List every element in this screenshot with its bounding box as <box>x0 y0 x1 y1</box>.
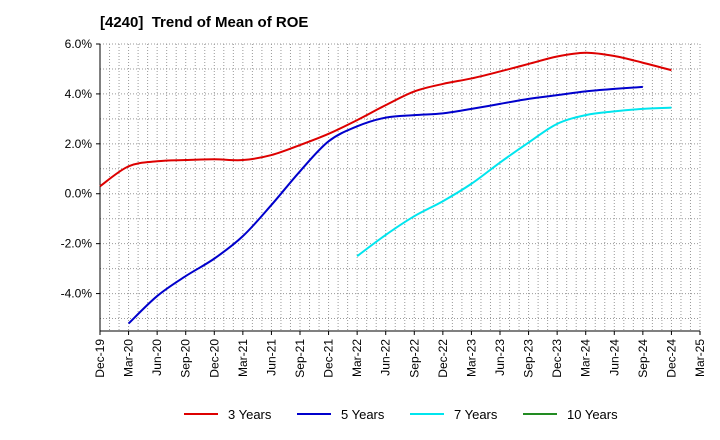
y-tick-label: 4.0% <box>65 87 93 101</box>
x-tick-label: Dec-23 <box>550 339 564 378</box>
x-tick-label: Dec-20 <box>207 339 221 378</box>
x-tick-label: Mar-22 <box>350 339 364 377</box>
x-tick-label: Dec-24 <box>664 339 678 378</box>
series-line-7-years <box>356 106 672 257</box>
x-tick-label: Jun-24 <box>607 339 621 376</box>
legend-label-10-years: 10 Years <box>567 406 618 422</box>
x-tick-label: Sep-24 <box>636 339 650 378</box>
x-tick-label: Dec-19 <box>93 339 107 378</box>
x-tick-label: Sep-23 <box>522 339 536 378</box>
legend-item-5-years: 5 Years <box>297 404 384 424</box>
x-tick-label: Dec-21 <box>322 339 336 378</box>
legend-swatch-3-years <box>184 413 218 415</box>
y-tick-label: 2.0% <box>65 137 93 151</box>
legend-swatch-7-years <box>410 413 444 415</box>
legend-item-3-years: 3 Years <box>184 404 271 424</box>
legend-swatch-5-years <box>297 413 331 415</box>
x-tick-label: Mar-24 <box>579 339 593 377</box>
legend-label-3-years: 3 Years <box>228 406 272 422</box>
chart-legend: 3 Years 5 Years 7 Years 10 Years <box>0 404 720 424</box>
y-tick-label: 6.0% <box>65 37 93 51</box>
x-tick-label: Sep-21 <box>293 339 307 378</box>
x-tick-label: Mar-21 <box>236 339 250 377</box>
chart-title: [4240] Trend of Mean of ROE <box>100 14 309 31</box>
x-tick-label: Sep-20 <box>179 339 193 378</box>
x-tick-label: Mar-23 <box>464 339 478 377</box>
legend-label-7-years: 7 Years <box>454 406 498 422</box>
plot-area <box>100 44 700 331</box>
x-tick-label: Jun-23 <box>493 339 507 376</box>
y-tick-label: 0.0% <box>65 187 93 201</box>
x-tick-label: Sep-22 <box>407 339 421 378</box>
series-line-3-years <box>99 51 672 188</box>
x-tick-label: Jun-22 <box>379 339 393 376</box>
legend-item-7-years: 7 Years <box>410 404 497 424</box>
y-tick-label: -4.0% <box>61 287 93 301</box>
series-line-5-years <box>127 85 643 325</box>
x-tick-label: Jun-20 <box>150 339 164 376</box>
x-tick-label: Mar-25 <box>693 339 707 377</box>
x-tick-label: Mar-20 <box>122 339 136 377</box>
legend-item-10-years: 10 Years <box>523 404 618 424</box>
legend-label-5-years: 5 Years <box>341 406 385 422</box>
x-tick-label: Jun-21 <box>264 339 278 376</box>
legend-swatch-10-years <box>523 413 557 415</box>
y-tick-label: -2.0% <box>61 237 93 251</box>
x-tick-label: Dec-22 <box>436 339 450 378</box>
